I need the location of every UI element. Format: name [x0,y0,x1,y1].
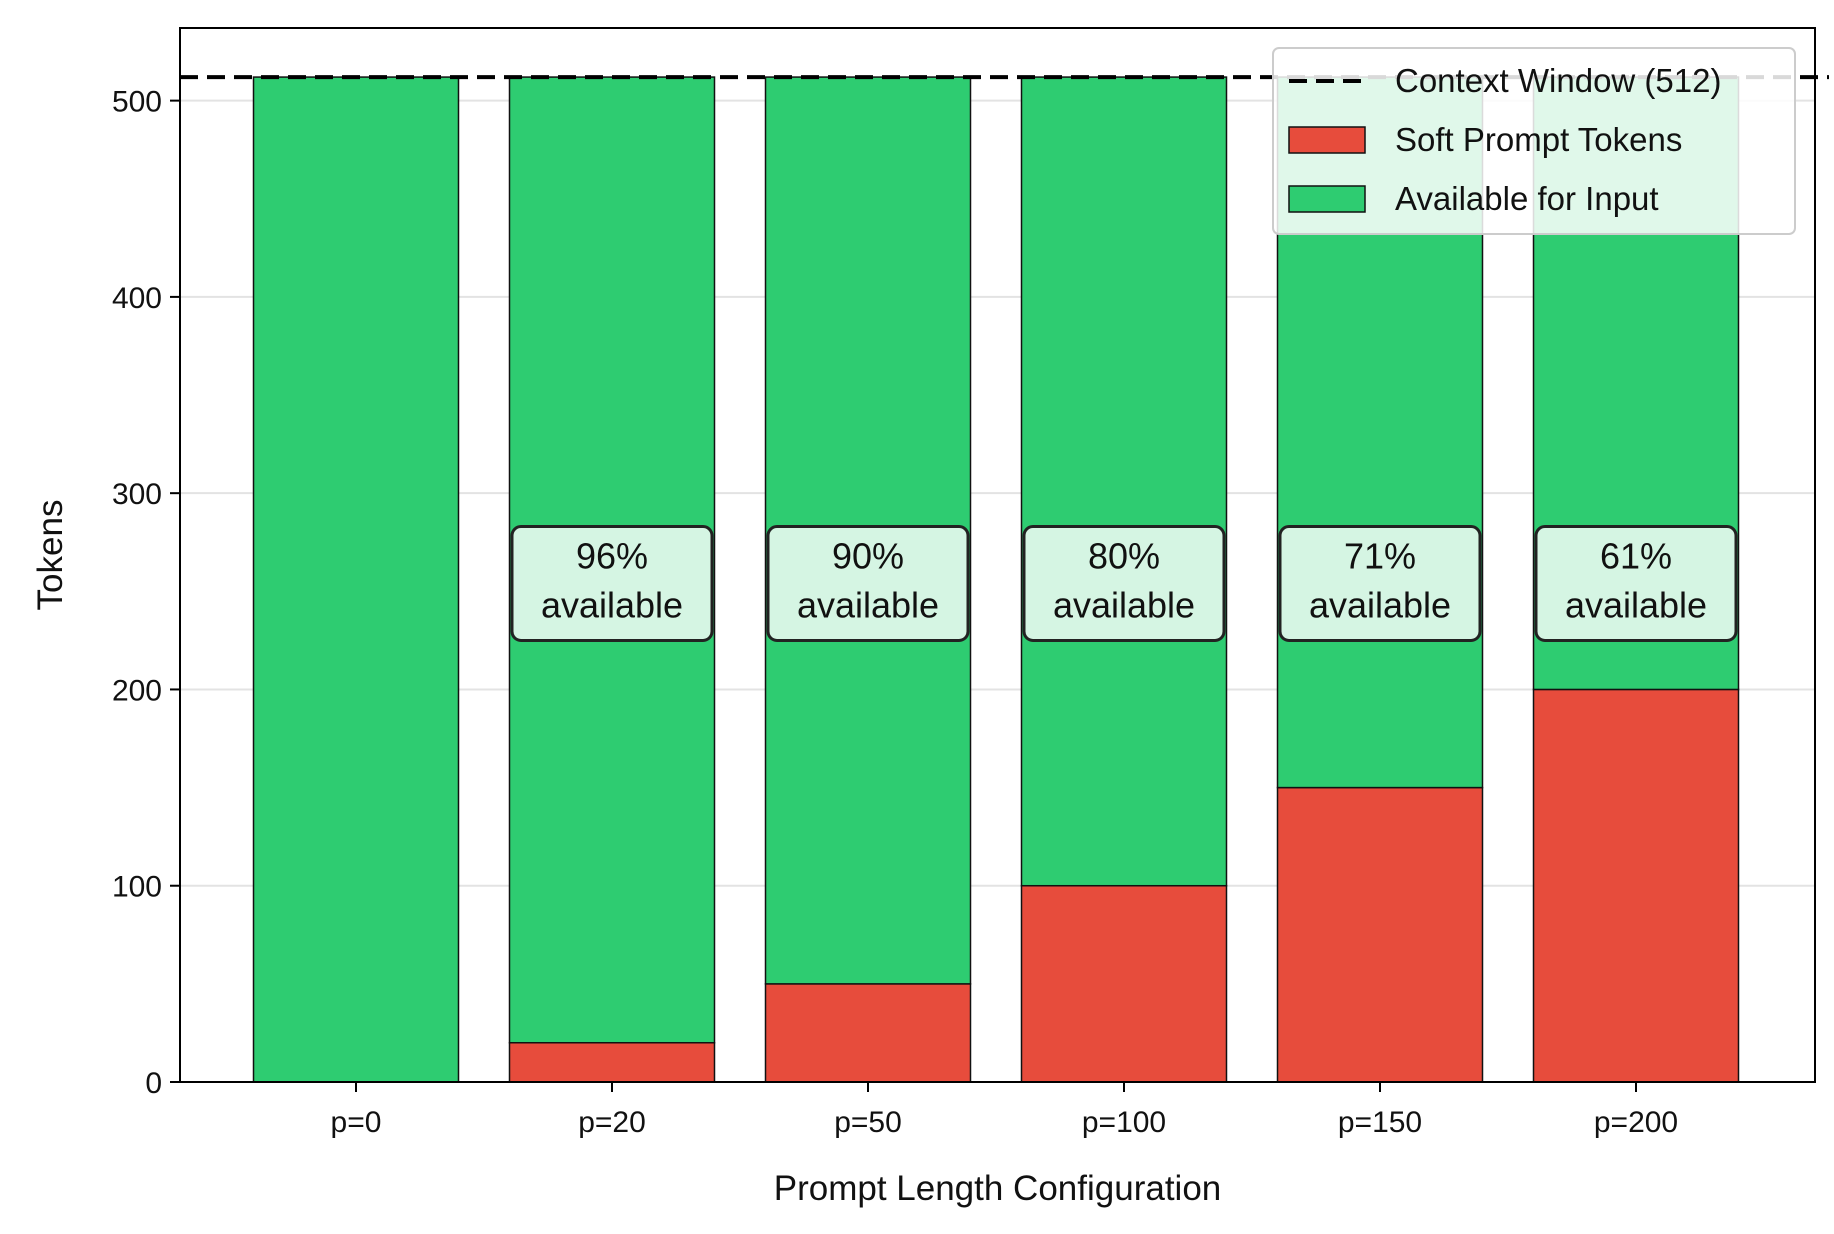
x-tick-label: p=50 [834,1106,902,1139]
bar-soft-prompt [764,983,972,1083]
annotation-percent: 96% [576,535,648,576]
annotation-box [1022,524,1226,642]
annotation-label: available [1309,584,1451,625]
x-axis: p=0 p=20 p=50 p=100 p=150 p=200 [331,1082,1678,1139]
annotation-percent: 90% [832,535,904,576]
x-tick-label: p=100 [1082,1106,1166,1139]
y-axis: 0 100 200 300 400 500 [112,86,180,1100]
y-axis-title: Tokens [31,500,70,611]
annotations: 96% available 90% available 80% available 71% a… [510,524,1738,642]
legend-swatch [1288,126,1366,154]
y-tick-label: 400 [112,282,162,315]
annotation-percent: 80% [1088,535,1160,576]
annotation-box [1534,524,1738,642]
x-tick-label: p=20 [578,1106,646,1139]
annotation-box [510,524,714,642]
bar-available [1020,76,1228,887]
annotation-box [766,524,970,642]
bar-available [252,76,460,1083]
bar-soft-prompt [508,1041,716,1083]
bar-soft-prompt [1020,884,1228,1083]
bar-soft-prompt [1532,688,1740,1083]
legend: Context Window (512) Soft Prompt Tokens Av… [1272,47,1796,235]
plot-frame [179,27,1816,1083]
legend-label: Soft Prompt Tokens [1395,121,1682,158]
y-tick-label: 500 [112,86,162,119]
annotation-box [1278,524,1482,642]
x-tick-label: p=0 [331,1106,382,1139]
legend-label: Available for Input [1395,180,1659,217]
y-tick-label: 100 [112,871,162,904]
legend-label: Context Window (512) [1395,62,1721,99]
x-axis-title: Prompt Length Configuration [774,1169,1222,1208]
annotation-label: available [1053,584,1195,625]
bar-soft-prompt [1276,786,1484,1083]
y-tick-label: 300 [112,478,162,511]
y-tick-label: 0 [145,1067,162,1100]
x-tick-label: p=150 [1338,1106,1422,1139]
legend-box [1272,47,1796,235]
annotation-label: available [797,584,939,625]
legend-swatch [1288,185,1366,213]
x-tick-label: p=200 [1594,1106,1678,1139]
annotation-percent: 71% [1344,535,1416,576]
y-tick-label: 200 [112,674,162,707]
annotation-label: available [1565,584,1707,625]
annotation-percent: 61% [1600,535,1672,576]
annotation-label: available [541,584,683,625]
